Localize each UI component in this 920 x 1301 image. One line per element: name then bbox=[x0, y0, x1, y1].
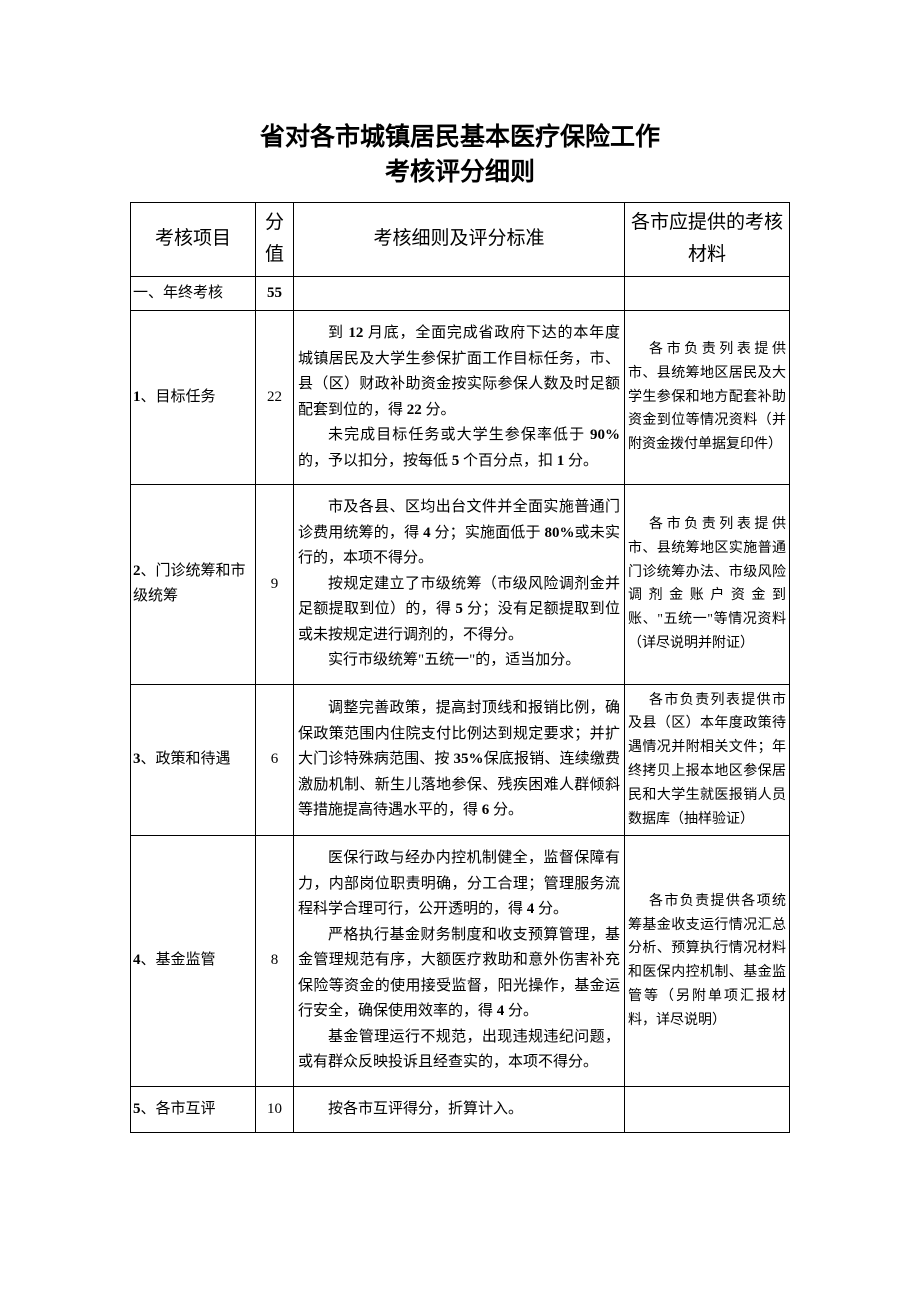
header-item: 考核项目 bbox=[131, 203, 256, 277]
table-header-row: 考核项目 分值 考核细则及评分标准 各市应提供的考核材料 bbox=[131, 203, 790, 277]
detail-paragraph: 按各市互评得分，折算计入。 bbox=[298, 1097, 620, 1123]
document-page: 省对各市城镇居民基本医疗保险工作 考核评分细则 考核项目 分值 考核细则及评分标… bbox=[0, 0, 920, 1233]
table-row: 2、门诊统筹和市级统筹9市及各县、区均出台文件并全面实施普通门诊费用统筹的，得 … bbox=[131, 485, 790, 685]
row-detail: 市及各县、区均出台文件并全面实施普通门诊费用统筹的，得 4 分；实施面低于 80… bbox=[294, 485, 625, 685]
table-row: 5、各市互评10按各市互评得分，折算计入。 bbox=[131, 1086, 790, 1133]
detail-paragraph: 基金管理运行不规范，出现违规违纪问题，或有群众反映投诉且经查实的，本项不得分。 bbox=[298, 1025, 620, 1076]
row-score: 22 bbox=[256, 311, 294, 485]
row-detail: 到 12 月底，全面完成省政府下达的本年度城镇居民及大学生参保扩面工作目标任务，… bbox=[294, 311, 625, 485]
detail-paragraph: 未完成目标任务或大学生参保率低于 90%的，予以扣分，按每低 5 个百分点，扣 … bbox=[298, 423, 620, 474]
table-row: 1、目标任务22到 12 月底，全面完成省政府下达的本年度城镇居民及大学生参保扩… bbox=[131, 311, 790, 485]
section-material-empty bbox=[625, 276, 790, 311]
row-label: 1、目标任务 bbox=[131, 311, 256, 485]
detail-paragraph: 按规定建立了市级统筹（市级风险调剂金并足额提取到位）的，得 5 分；没有足额提取… bbox=[298, 572, 620, 649]
row-label: 2、门诊统筹和市级统筹 bbox=[131, 485, 256, 685]
section-detail-empty bbox=[294, 276, 625, 311]
row-label-number: 5 bbox=[133, 1101, 141, 1117]
row-label-number: 1 bbox=[133, 389, 141, 405]
row-label-text: 、政策和待遇 bbox=[141, 751, 231, 767]
row-label-text: 、门诊统筹和市级统筹 bbox=[133, 563, 246, 605]
header-score: 分值 bbox=[256, 203, 294, 277]
row-label-number: 2 bbox=[133, 563, 141, 579]
row-material bbox=[625, 1086, 790, 1133]
table-row: 3、政策和待遇6调整完善政策，提高封顶线和报销比例，确保政策范围内住院支付比例达… bbox=[131, 684, 790, 836]
row-material: 各市负责提供各项统筹基金收支运行情况汇总分析、预算执行情况材料和医保内控机制、基… bbox=[625, 836, 790, 1087]
row-label-number: 4 bbox=[133, 952, 141, 968]
title-line-1: 省对各市城镇居民基本医疗保险工作 bbox=[130, 120, 790, 155]
row-material: 各市负责列表提供市、县统筹地区居民及大学生参保和地方配套补助资金到位等情况资料（… bbox=[625, 311, 790, 485]
row-label: 4、基金监管 bbox=[131, 836, 256, 1087]
table-row: 4、基金监管8医保行政与经办内控机制健全，监督保障有力，内部岗位职责明确，分工合… bbox=[131, 836, 790, 1087]
row-label-number: 3 bbox=[133, 751, 141, 767]
detail-paragraph: 医保行政与经办内控机制健全，监督保障有力，内部岗位职责明确，分工合理；管理服务流… bbox=[298, 846, 620, 923]
row-material: 各市负责列表提供市、县统筹地区实施普通门诊统筹办法、市级风险调剂金账户资金到账、… bbox=[625, 485, 790, 685]
detail-paragraph: 实行市级统筹"五统一"的，适当加分。 bbox=[298, 648, 620, 674]
row-label-text: 、目标任务 bbox=[141, 389, 216, 405]
row-detail: 调整完善政策，提高封顶线和报销比例，确保政策范围内住院支付比例达到规定要求；并扩… bbox=[294, 684, 625, 836]
row-score: 9 bbox=[256, 485, 294, 685]
detail-paragraph: 调整完善政策，提高封顶线和报销比例，确保政策范围内住院支付比例达到规定要求；并扩… bbox=[298, 696, 620, 824]
section-label: 一、年终考核 bbox=[131, 276, 256, 311]
row-score: 6 bbox=[256, 684, 294, 836]
row-score: 10 bbox=[256, 1086, 294, 1133]
title-line-2: 考核评分细则 bbox=[130, 155, 790, 190]
section-score: 55 bbox=[256, 276, 294, 311]
header-detail: 考核细则及评分标准 bbox=[294, 203, 625, 277]
row-detail: 医保行政与经办内控机制健全，监督保障有力，内部岗位职责明确，分工合理；管理服务流… bbox=[294, 836, 625, 1087]
row-label-text: 、各市互评 bbox=[141, 1101, 216, 1117]
detail-paragraph: 严格执行基金财务制度和收支预算管理，基金管理规范有序，大额医疗救助和意外伤害补充… bbox=[298, 923, 620, 1025]
evaluation-table: 考核项目 分值 考核细则及评分标准 各市应提供的考核材料 一、年终考核 55 1… bbox=[130, 202, 790, 1133]
row-detail: 按各市互评得分，折算计入。 bbox=[294, 1086, 625, 1133]
section-row: 一、年终考核 55 bbox=[131, 276, 790, 311]
detail-paragraph: 市及各县、区均出台文件并全面实施普通门诊费用统筹的，得 4 分；实施面低于 80… bbox=[298, 495, 620, 572]
page-title: 省对各市城镇居民基本医疗保险工作 考核评分细则 bbox=[130, 120, 790, 190]
row-material: 各市负责列表提供市及县（区）本年度政策待遇情况并附相关文件；年终拷贝上报本地区参… bbox=[625, 684, 790, 836]
row-label: 5、各市互评 bbox=[131, 1086, 256, 1133]
header-material: 各市应提供的考核材料 bbox=[625, 203, 790, 277]
row-label-text: 、基金监管 bbox=[141, 952, 216, 968]
row-score: 8 bbox=[256, 836, 294, 1087]
detail-paragraph: 到 12 月底，全面完成省政府下达的本年度城镇居民及大学生参保扩面工作目标任务，… bbox=[298, 321, 620, 423]
row-label: 3、政策和待遇 bbox=[131, 684, 256, 836]
